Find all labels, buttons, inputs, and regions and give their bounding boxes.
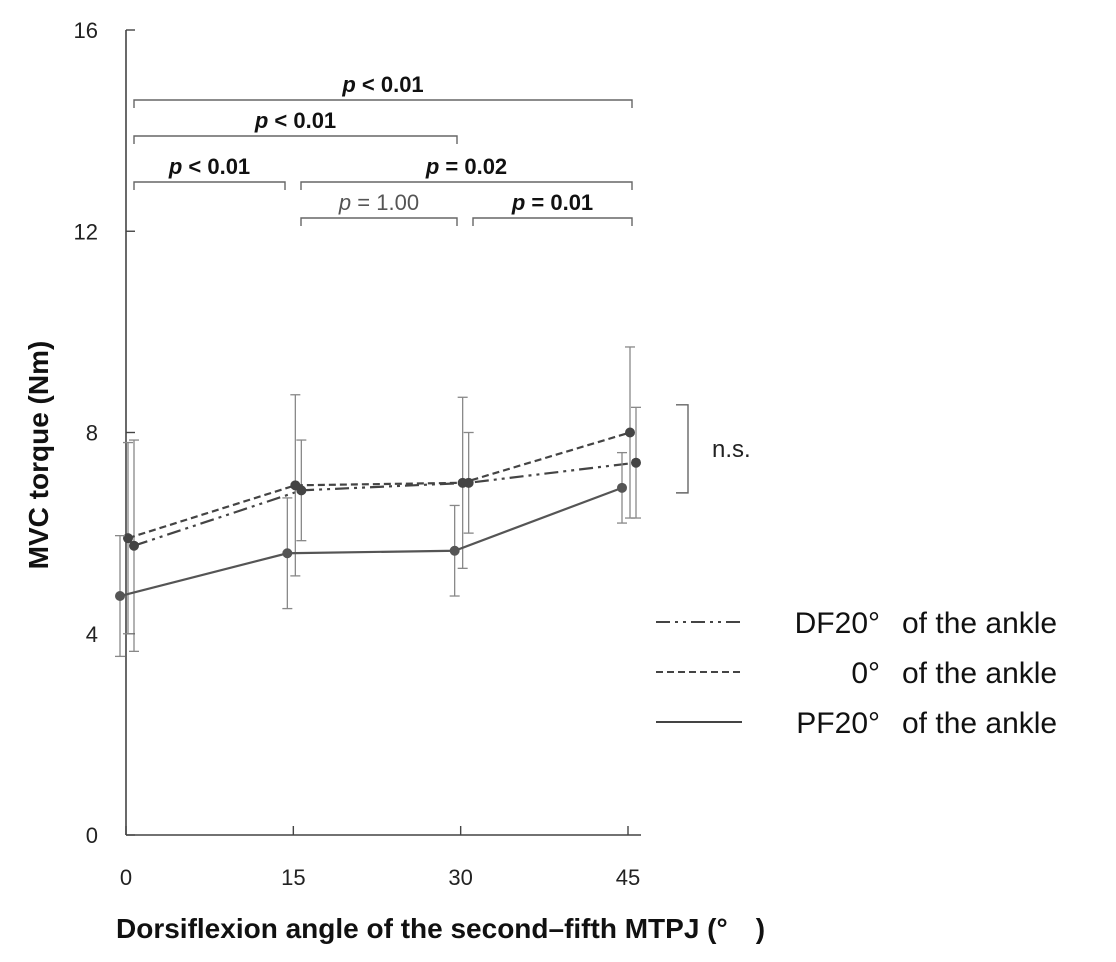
- significance-label: p = 0.02: [425, 154, 507, 179]
- y-tick-label: 12: [74, 219, 98, 244]
- significance-bracket: [133, 135, 458, 144]
- plot-axes: [125, 30, 641, 836]
- x-axis-title: Dorsiflexion angle of the second–fifth M…: [116, 913, 765, 944]
- significance-bracket: [300, 181, 633, 190]
- legend-label-suffix: of the ankle: [902, 707, 1057, 740]
- data-point: [457, 477, 468, 488]
- data-point: [129, 540, 139, 551]
- significance-bracket: [133, 181, 286, 190]
- legend-label-angle: DF20°: [795, 607, 880, 640]
- significance-label: p < 0.01: [254, 108, 336, 133]
- significance-bracket: [133, 99, 633, 108]
- y-tick-label: 4: [86, 622, 98, 647]
- series-dash-dot-dot: [129, 406, 641, 653]
- y-tick-label: 8: [86, 421, 98, 446]
- x-tick-label: 30: [448, 865, 472, 890]
- series-line: [119, 486, 623, 598]
- data-point: [631, 457, 641, 468]
- ns-bracket-line: [676, 404, 689, 494]
- data-point: [282, 548, 293, 559]
- significance-label: p < 0.01: [168, 154, 250, 179]
- x-tick-label: 15: [281, 865, 305, 890]
- legend-label-angle: 0°: [851, 657, 880, 690]
- series-layer: [115, 346, 641, 658]
- data-point: [123, 533, 133, 544]
- significance-label: p = 0.01: [511, 190, 593, 215]
- data-point: [290, 480, 301, 491]
- legend-label-angle: PF20°: [796, 707, 880, 740]
- significance-brackets: p < 0.01p < 0.01p < 0.01 p = 0.02p = 1.00…: [133, 72, 633, 226]
- significance-bracket: [300, 217, 458, 226]
- legend: DF20° of the ankle 0° of the ankle PF20° of t…: [656, 607, 1057, 740]
- series-solid: [115, 451, 627, 658]
- legend-label-suffix: of the ankle: [902, 607, 1057, 640]
- x-tick-label: 0: [120, 865, 132, 890]
- ns-bracket: n.s.: [676, 404, 751, 494]
- data-point: [625, 427, 635, 438]
- legend-label-suffix: of the ankle: [902, 657, 1057, 690]
- y-axis-title: MVC torque (Nm): [23, 341, 54, 570]
- y-tick-label: 0: [86, 823, 98, 848]
- data-point: [115, 591, 125, 602]
- x-axis-ticks: 0 15 30 45: [120, 826, 640, 890]
- data-point: [617, 482, 627, 493]
- significance-label: p = 1.00: [338, 190, 419, 215]
- significance-bracket: [472, 217, 633, 226]
- series-line: [127, 431, 631, 540]
- y-tick-label: 16: [74, 18, 98, 43]
- series-dashed: [123, 346, 635, 635]
- significance-label: p < 0.01: [341, 72, 423, 97]
- data-point: [449, 545, 460, 556]
- ns-label: n.s.: [712, 436, 751, 463]
- series-line: [133, 461, 637, 547]
- x-tick-label: 45: [616, 865, 640, 890]
